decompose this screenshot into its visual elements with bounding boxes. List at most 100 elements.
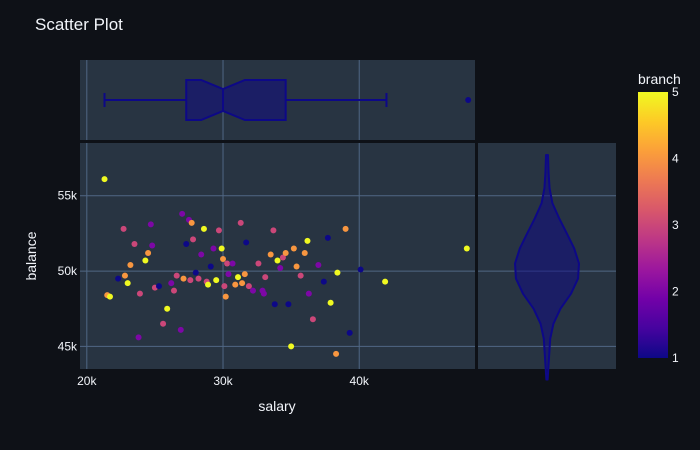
y-tick-label: 45k xyxy=(58,339,78,353)
data-point xyxy=(200,225,207,232)
data-point xyxy=(304,237,311,244)
colorbar-title: branch xyxy=(638,71,681,87)
data-point xyxy=(382,278,389,285)
data-point xyxy=(267,251,274,258)
data-point xyxy=(285,301,292,308)
x-axis-label: salary xyxy=(258,398,295,414)
data-point xyxy=(271,301,278,308)
data-point xyxy=(179,210,186,217)
data-point xyxy=(293,263,300,270)
data-point xyxy=(327,299,334,306)
data-point xyxy=(235,274,241,281)
data-point xyxy=(173,272,180,279)
x-tick-label: 20k xyxy=(77,374,97,388)
data-point xyxy=(136,290,143,297)
data-point xyxy=(320,278,327,285)
x-tick-labels: 20k 30k 40k xyxy=(77,374,370,388)
data-point xyxy=(229,260,236,267)
data-point xyxy=(357,266,364,273)
colorbar-tick-labels: 1 2 3 4 5 xyxy=(672,85,679,365)
data-point xyxy=(249,287,256,294)
data-point xyxy=(290,245,297,252)
box-outlier xyxy=(465,97,472,103)
data-point xyxy=(135,334,142,341)
data-point xyxy=(315,262,322,269)
data-point xyxy=(213,277,220,284)
data-point xyxy=(215,227,222,234)
data-point xyxy=(260,290,267,297)
scatter-panel xyxy=(80,143,475,369)
data-point xyxy=(170,287,177,294)
data-point xyxy=(147,221,154,228)
data-point xyxy=(342,225,349,232)
data-point xyxy=(305,290,312,297)
scatter-grid xyxy=(80,143,475,369)
data-point xyxy=(121,272,128,279)
data-point xyxy=(277,265,284,272)
data-point xyxy=(274,257,281,264)
data-point xyxy=(309,316,316,323)
data-point xyxy=(463,245,470,252)
x-tick-label: 30k xyxy=(213,374,233,388)
data-point xyxy=(207,263,214,270)
y-tick-label: 50k xyxy=(58,264,78,278)
colorbar xyxy=(638,92,668,358)
data-point xyxy=(239,280,246,287)
data-point xyxy=(255,260,262,267)
data-point xyxy=(218,245,225,252)
colorbar-tick-label: 5 xyxy=(672,85,679,99)
data-point xyxy=(195,275,202,282)
data-point xyxy=(288,343,295,350)
data-point xyxy=(270,227,277,234)
data-point xyxy=(124,280,131,287)
data-point xyxy=(282,249,289,256)
data-point xyxy=(334,269,341,276)
y-tick-label: 55k xyxy=(58,189,78,203)
data-point xyxy=(232,281,239,288)
data-point xyxy=(168,280,175,287)
marginal-violin xyxy=(514,154,580,381)
x-tick-label: 40k xyxy=(350,374,370,388)
data-point xyxy=(279,254,286,261)
data-point xyxy=(187,277,194,284)
data-point xyxy=(160,320,167,327)
violin-body xyxy=(514,154,580,381)
data-point xyxy=(149,242,156,249)
chart-title: Scatter Plot xyxy=(35,15,123,34)
data-point xyxy=(237,219,244,226)
data-point xyxy=(115,275,122,282)
data-point xyxy=(262,274,269,281)
data-point xyxy=(210,245,217,252)
data-point xyxy=(243,239,250,246)
data-point xyxy=(198,251,205,258)
data-point xyxy=(188,219,195,226)
colorbar-tick-label: 3 xyxy=(672,218,679,232)
y-axis-label: balance xyxy=(23,231,39,280)
y-tick-labels: 45k 50k 55k xyxy=(58,189,78,354)
data-point xyxy=(301,249,308,256)
data-point xyxy=(177,326,184,333)
data-point xyxy=(205,281,212,288)
data-point xyxy=(180,275,187,282)
data-point xyxy=(145,249,152,256)
data-point xyxy=(106,293,113,300)
data-point xyxy=(164,305,171,312)
data-point xyxy=(192,269,199,276)
data-point xyxy=(245,283,252,290)
data-point xyxy=(241,271,248,278)
data-point xyxy=(127,262,134,269)
scatter-points xyxy=(101,176,470,357)
data-point xyxy=(224,260,231,267)
data-point xyxy=(324,234,331,241)
data-point xyxy=(346,329,353,336)
data-point xyxy=(190,236,197,243)
data-point xyxy=(297,272,304,279)
data-point xyxy=(222,293,229,300)
data-point xyxy=(101,176,108,183)
colorbar-tick-label: 4 xyxy=(672,152,679,166)
data-point xyxy=(142,257,149,264)
colorbar-tick-label: 1 xyxy=(672,351,679,365)
box-body xyxy=(185,79,287,121)
data-point xyxy=(220,256,227,263)
data-point xyxy=(156,283,162,290)
